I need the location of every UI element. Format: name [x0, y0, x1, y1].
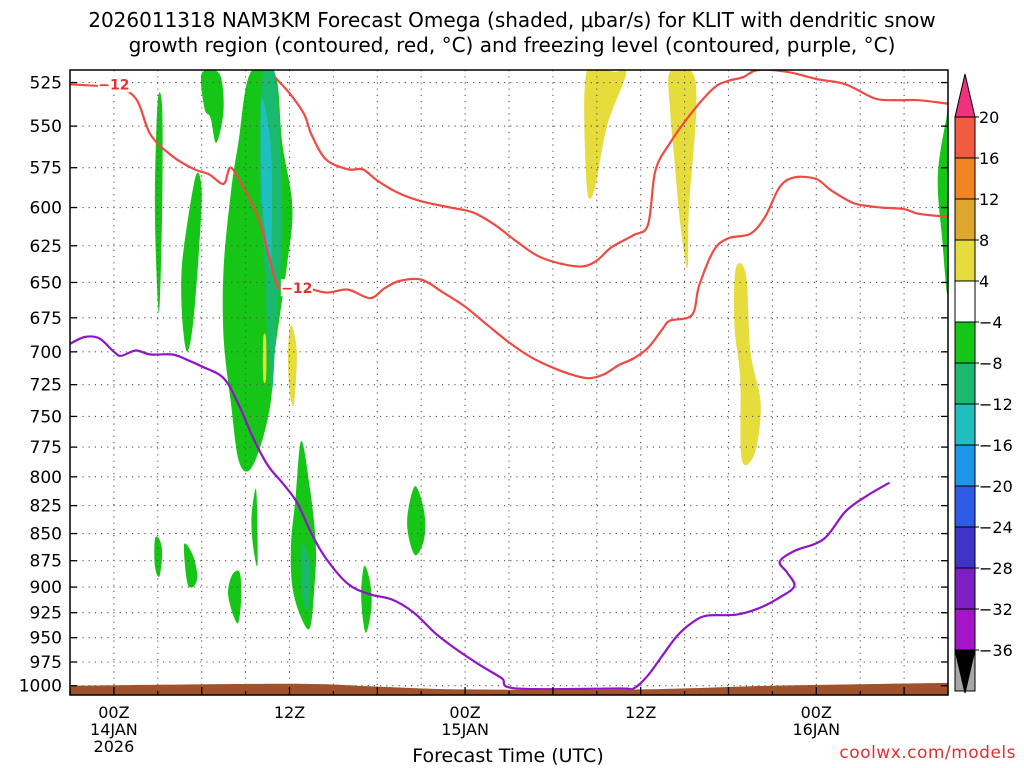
omega-region-3-1	[287, 324, 297, 406]
colorbar-box-12	[954, 608, 976, 651]
y-tick-label-775: 775	[30, 438, 62, 458]
omega-region-0-7	[251, 488, 258, 567]
colorbar-box-5	[954, 321, 976, 364]
omega-region-0-9	[361, 565, 372, 633]
colorbar-box-1	[954, 157, 976, 200]
chart-title-line1: 2026011318 NAM3KM Forecast Omega (shaded…	[88, 8, 936, 32]
colorbar-label-0: 20	[979, 108, 999, 127]
omega-region-0-3	[154, 92, 163, 313]
x-tick-label-42-0: 12Z	[625, 703, 656, 722]
y-tick-label-675: 675	[30, 309, 62, 329]
omega-region-3-4	[733, 262, 761, 466]
colorbar-box-9	[954, 485, 976, 528]
omega-region-0-11	[937, 102, 948, 294]
colorbar-box-0	[954, 116, 976, 159]
y-tick-label-950: 950	[30, 629, 62, 649]
x-tick-label-6-2: 2026	[94, 737, 135, 756]
site-watermark: coolwx.com/models	[839, 743, 1016, 763]
y-tick-label-750: 750	[30, 407, 62, 427]
y-tick-label-875: 875	[30, 552, 62, 572]
colorbar-label-4: 4	[979, 272, 989, 291]
omega-region-0-0	[200, 70, 224, 144]
colorbar-label-11: −28	[979, 559, 1013, 578]
colorbar-label-10: −24	[979, 518, 1013, 537]
colorbar-top-arrow	[954, 73, 976, 118]
colorbar-label-1: 16	[979, 149, 999, 168]
x-tick-label-6-0: 00Z	[98, 703, 129, 722]
omega-region-0-5	[183, 543, 198, 588]
omega-region-0-6	[228, 570, 242, 624]
x-tick-label-54-0: 00Z	[801, 703, 832, 722]
colorbar-label-3: 8	[979, 231, 989, 250]
colorbar-label-2: 12	[979, 190, 999, 209]
colorbar-label-9: −20	[979, 477, 1013, 496]
y-tick-label-700: 700	[30, 343, 62, 363]
omega-region-0-2	[181, 172, 202, 352]
y-tick-label-650: 650	[30, 273, 62, 293]
y-tick-label-975: 975	[30, 653, 62, 673]
y-tick-label-725: 725	[30, 376, 62, 396]
omega-region-3-2	[584, 70, 627, 199]
y-tick-label-850: 850	[30, 525, 62, 545]
dgz-contour-upper	[70, 83, 948, 380]
colorbar-box-11	[954, 567, 976, 610]
chart-title-line2: growth region (contoured, red, °C) and f…	[128, 33, 896, 57]
dgz-contour-lower	[274, 70, 948, 268]
y-tick-label-800: 800	[30, 468, 62, 488]
y-tick-label-525: 525	[30, 74, 62, 94]
colorbar-label-12: −32	[979, 600, 1013, 619]
omega-region-0-4	[154, 536, 163, 578]
colorbar-bottom-arrow	[954, 649, 976, 694]
x-tick-label-30-1: 15JAN	[441, 720, 489, 739]
y-tick-label-825: 825	[30, 497, 62, 517]
y-tick-label-550: 550	[30, 117, 62, 137]
colorbar-box-2	[954, 198, 976, 241]
colorbar-box-4	[954, 280, 976, 323]
y-tick-label-1000: 1000	[19, 677, 62, 697]
omega-region-0-10	[407, 486, 426, 556]
colorbar-label-8: −16	[979, 436, 1013, 455]
colorbar-label-13: −36	[979, 641, 1013, 660]
omega-region-1-1	[300, 543, 311, 610]
colorbar-box-8	[954, 444, 976, 487]
omega-region-2-0	[260, 98, 272, 269]
y-tick-label-900: 900	[30, 578, 62, 598]
colorbar-box-10	[954, 526, 976, 569]
colorbar-box-7	[954, 403, 976, 446]
x-axis-label: Forecast Time (UTC)	[412, 745, 604, 767]
colorbar-box-6	[954, 362, 976, 405]
dgz-contour-label-1: −12	[281, 281, 312, 297]
omega-region-3-3	[668, 70, 697, 269]
y-tick-label-600: 600	[30, 199, 62, 219]
x-tick-label-6-1: 14JAN	[90, 720, 138, 739]
plot-area: −12 −12	[70, 70, 948, 695]
omega-region-3-0	[262, 333, 267, 384]
dgz-contour-label-0: −12	[98, 77, 129, 93]
y-tick-label-925: 925	[30, 604, 62, 624]
freezing-level-contour	[70, 335, 891, 691]
y-tick-label-575: 575	[30, 159, 62, 179]
colorbar-label-6: −8	[979, 354, 1003, 373]
x-tick-label-18-0: 12Z	[274, 703, 305, 722]
colorbar-box-3	[954, 239, 976, 282]
omega-region-0-1	[222, 70, 293, 472]
x-tick-label-30-0: 00Z	[449, 703, 480, 722]
colorbar-label-7: −12	[979, 395, 1013, 414]
x-tick-label-54-1: 16JAN	[792, 720, 840, 739]
y-tick-label-625: 625	[30, 237, 62, 257]
colorbar-label-5: −4	[979, 313, 1003, 332]
